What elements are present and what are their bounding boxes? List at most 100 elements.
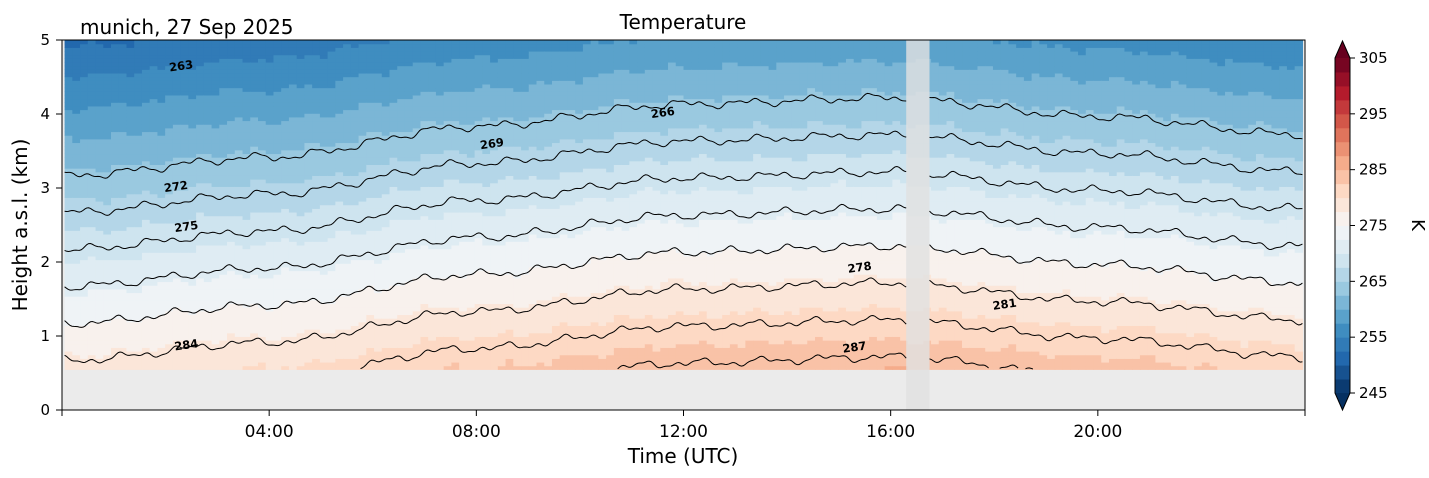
- heatmap-cell: [250, 343, 259, 348]
- heatmap-cell: [157, 277, 166, 283]
- heatmap-cell: [343, 182, 352, 187]
- heatmap-cell: [296, 58, 306, 63]
- heatmap-cell: [149, 146, 159, 151]
- heatmap-cell: [459, 109, 468, 114]
- heatmap-cell: [203, 248, 213, 253]
- heatmap-cell: [327, 255, 336, 261]
- heatmap-cell: [87, 72, 97, 78]
- heatmap-cell: [118, 208, 128, 213]
- heatmap-cell: [157, 61, 166, 67]
- heatmap-cell: [366, 135, 375, 140]
- heatmap-cell: [172, 138, 182, 144]
- heatmap-cell: [412, 307, 422, 312]
- heatmap-cell: [304, 146, 313, 151]
- heatmap-cell: [219, 292, 228, 297]
- heatmap-cell: [451, 307, 460, 312]
- heatmap-cell: [296, 226, 306, 231]
- heatmap-cell: [234, 296, 244, 301]
- heatmap-cell: [451, 241, 460, 246]
- heatmap-cell: [219, 50, 228, 56]
- heatmap-cell: [374, 58, 383, 63]
- heatmap-cell: [227, 314, 236, 319]
- heatmap-cell: [165, 124, 174, 129]
- heatmap-cell: [459, 91, 468, 96]
- heatmap-cell: [180, 237, 189, 242]
- heatmap-cell: [288, 58, 298, 63]
- heatmap-cell: [312, 149, 321, 155]
- heatmap-cell: [126, 98, 135, 103]
- heatmap-cell: [157, 351, 166, 356]
- heatmap-cell: [141, 135, 151, 140]
- heatmap-cell: [389, 69, 398, 74]
- heatmap-cell: [227, 303, 236, 308]
- heatmap-cell: [80, 186, 89, 191]
- heatmap-cell: [389, 124, 398, 129]
- heatmap-cell: [319, 157, 329, 162]
- heatmap-cell: [149, 91, 159, 96]
- heatmap-cell: [180, 354, 189, 359]
- heatmap-cell: [273, 211, 282, 217]
- heatmap-cell: [111, 347, 120, 352]
- heatmap-cell: [466, 193, 476, 198]
- heatmap-cell: [281, 222, 290, 228]
- heatmap-cell: [172, 307, 182, 312]
- heatmap-cell: [397, 76, 406, 81]
- heatmap-cell: [428, 347, 437, 352]
- heatmap-cell: [165, 138, 174, 144]
- heatmap-cell: [234, 351, 244, 356]
- heatmap-cell: [234, 109, 244, 114]
- heatmap-cell: [451, 179, 460, 184]
- heatmap-cell: [118, 347, 128, 352]
- heatmap-cell: [80, 197, 89, 202]
- heatmap-cell: [118, 303, 128, 308]
- heatmap-cell: [490, 299, 499, 305]
- heatmap-cell: [273, 244, 282, 250]
- heatmap-cell: [211, 72, 220, 78]
- heatmap-cell: [196, 69, 205, 74]
- heatmap-cell: [319, 219, 329, 224]
- heatmap-cell: [103, 113, 112, 118]
- heatmap-cell: [404, 179, 414, 184]
- heatmap-cell: [72, 365, 81, 370]
- heatmap-cell: [211, 244, 220, 250]
- heatmap-cell: [141, 171, 151, 176]
- heatmap-cell: [366, 241, 375, 246]
- heatmap-cell: [149, 98, 159, 103]
- heatmap-cell: [358, 98, 367, 103]
- heatmap-cell: [366, 299, 375, 305]
- heatmap-cell: [443, 292, 453, 297]
- heatmap-cell: [87, 237, 97, 242]
- heatmap-cell: [397, 160, 406, 165]
- heatmap-cell: [242, 288, 251, 294]
- heatmap-cell: [203, 116, 213, 122]
- heatmap-cell: [482, 299, 491, 305]
- heatmap-cell: [466, 69, 476, 74]
- heatmap-cell: [219, 299, 228, 305]
- heatmap-cell: [103, 69, 112, 74]
- heatmap-cell: [118, 138, 128, 144]
- heatmap-cell: [234, 124, 244, 129]
- heatmap-cell: [343, 288, 352, 294]
- heatmap-cell: [165, 102, 174, 107]
- heatmap-cell: [451, 87, 460, 92]
- heatmap-cell: [428, 270, 437, 275]
- heatmap-cell: [459, 186, 468, 191]
- heatmap-cell: [180, 171, 189, 176]
- heatmap-cell: [141, 318, 151, 323]
- heatmap-cell: [157, 332, 166, 337]
- heatmap-cell: [188, 277, 197, 283]
- heatmap-cell: [451, 244, 460, 250]
- heatmap-cell: [87, 248, 97, 253]
- heatmap-cell: [180, 292, 189, 297]
- heatmap-cell: [227, 80, 236, 85]
- heatmap-cell: [180, 87, 189, 92]
- heatmap-cell: [288, 204, 298, 209]
- heatmap-cell: [350, 292, 360, 297]
- heatmap-cell: [234, 54, 244, 59]
- heatmap-cell: [265, 336, 275, 341]
- heatmap-cell: [273, 149, 282, 155]
- heatmap-cell: [443, 87, 453, 92]
- heatmap-cell: [474, 277, 483, 283]
- heatmap-cell: [265, 146, 275, 151]
- heatmap-cell: [443, 175, 453, 180]
